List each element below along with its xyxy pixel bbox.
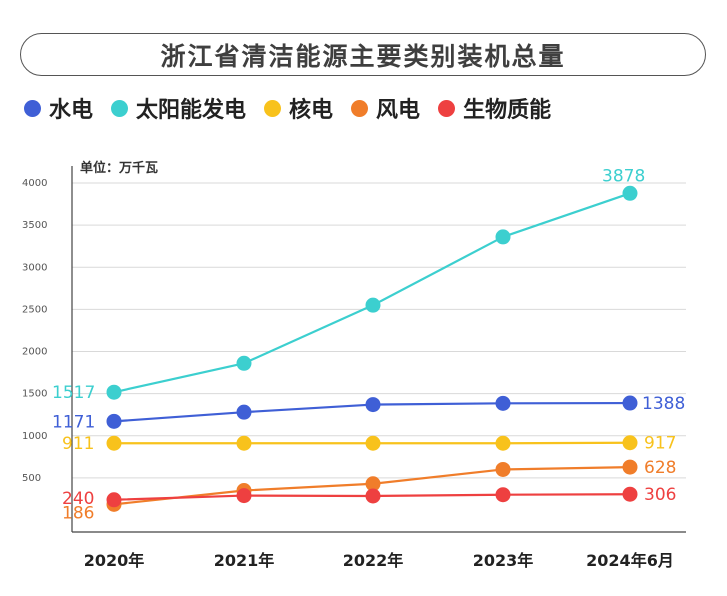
legend-item-biomass: 生物质能 (438, 92, 551, 124)
legend-label-hydro: 水电 (49, 98, 94, 123)
data-label-4-0: 240 (62, 489, 94, 509)
data-point-4-1 (236, 488, 252, 504)
legend: 水电 太阳能发电 核电 风电 生物质能 (24, 90, 569, 126)
y-tick-label-4000: 4000 (22, 178, 47, 189)
y-tick-label-3000: 3000 (22, 262, 47, 273)
legend-item-solar: 太阳能发电 (111, 92, 246, 124)
legend-label-nuclear: 核电 (289, 98, 334, 123)
x-tick-label-0: 2020年 (84, 551, 145, 570)
data-point-1-0 (106, 384, 122, 400)
data-point-0-1 (236, 404, 252, 420)
data-point-0-3 (495, 395, 511, 411)
data-point-2-4 (622, 435, 638, 451)
data-label-1-0: 1517 (52, 383, 95, 403)
data-label-3-0: 186 (62, 503, 94, 523)
data-label-2-4: 917 (644, 434, 676, 454)
x-tick-label-2: 2022年 (343, 551, 404, 570)
series-line-1 (113, 192, 631, 394)
data-point-1-2 (365, 297, 381, 313)
legend-dot-hydro (24, 99, 41, 117)
x-tick-label-1: 2021年 (214, 551, 275, 570)
legend-label-wind: 风电 (376, 98, 421, 123)
legend-item-hydro: 水电 (24, 92, 93, 124)
data-point-0-0 (106, 413, 122, 429)
data-point-0-2 (365, 397, 381, 413)
data-point-1-1 (236, 355, 252, 371)
data-label-1-4: 3878 (602, 166, 645, 186)
data-point-0-4 (622, 395, 638, 411)
chart-title: 浙江省清洁能源主要类别装机总量 (20, 33, 706, 76)
legend-dot-wind (351, 99, 369, 117)
data-label-2-0: 911 (62, 434, 94, 454)
data-point-3-2 (365, 476, 381, 492)
y-tick-label-1500: 1500 (22, 389, 47, 400)
y-tick-label-2500: 2500 (22, 304, 47, 315)
legend-dot-solar (111, 99, 129, 117)
data-label-0-4: 1388 (642, 394, 685, 414)
legend-label-solar: 太阳能发电 (136, 98, 247, 123)
y-tick-label-500: 500 (22, 473, 41, 484)
data-point-1-3 (495, 229, 511, 245)
data-label-4-4: 306 (644, 485, 676, 505)
data-point-4-4 (622, 486, 638, 502)
unit-label: 单位：万千瓦 (80, 160, 158, 176)
data-point-2-1 (236, 435, 252, 451)
legend-dot-nuclear (264, 99, 282, 117)
x-tick-label-4: 2024年6月 (586, 551, 674, 570)
data-point-4-0 (106, 492, 122, 508)
legend-label-biomass: 生物质能 (463, 98, 552, 123)
data-label-3-4: 628 (644, 458, 676, 478)
data-label-0-0: 1171 (52, 412, 95, 432)
data-point-3-3 (495, 461, 511, 477)
y-tick-label-1000: 1000 (22, 431, 47, 442)
x-tick-label-3: 2023年 (473, 551, 534, 570)
data-point-2-0 (106, 435, 122, 451)
legend-item-wind: 风电 (351, 92, 420, 124)
data-point-3-4 (622, 459, 638, 475)
legend-item-nuclear: 核电 (264, 92, 333, 124)
legend-dot-biomass (438, 99, 456, 117)
y-tick-label-2000: 2000 (22, 347, 47, 358)
y-tick-label-3500: 3500 (22, 220, 47, 231)
data-point-2-2 (365, 435, 381, 451)
data-point-4-2 (365, 488, 381, 504)
data-point-2-3 (495, 435, 511, 451)
data-point-1-4 (622, 185, 638, 201)
data-point-4-3 (495, 487, 511, 503)
